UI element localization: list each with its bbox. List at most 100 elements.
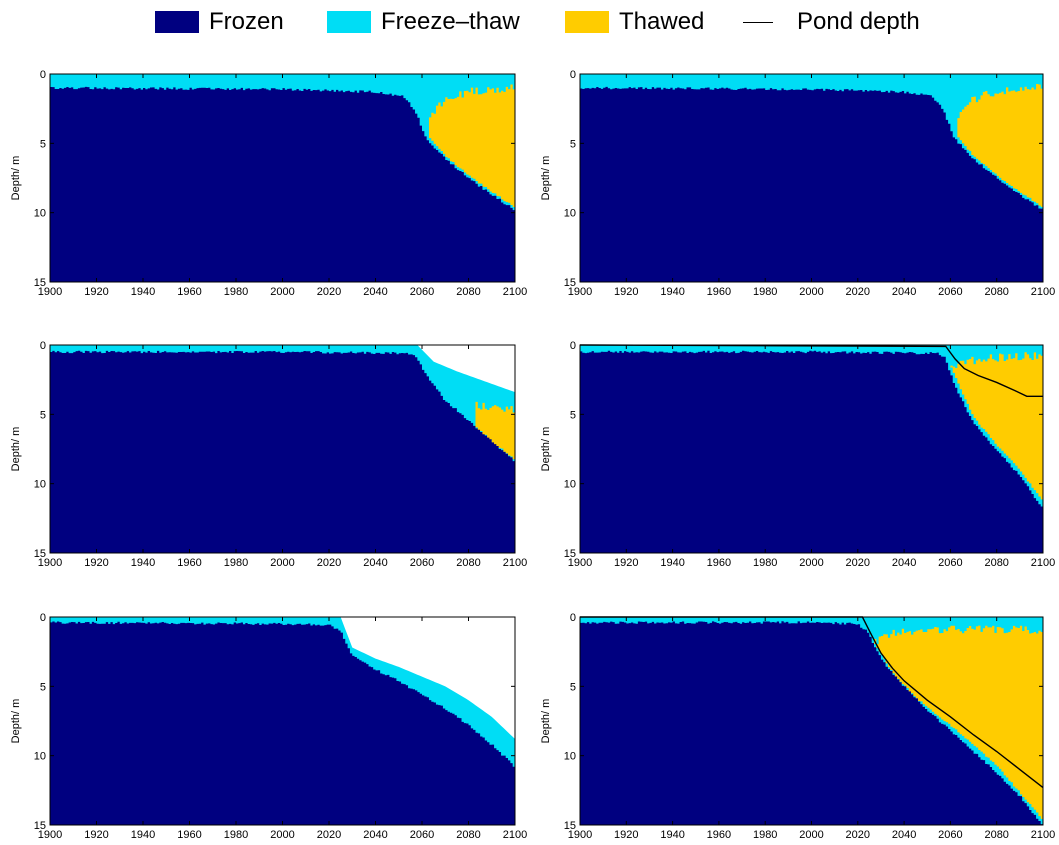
panel-5: 1900 1920 1940 1960 1980 2000 2020 2040 2060 2080… xyxy=(10,612,527,841)
panel-2: 1900 1920 1940 1960 1980 2000 2020 2040 2060 2080… xyxy=(540,69,1055,298)
y-tick-label: 10 xyxy=(564,751,576,763)
x-tick-label: 2020 xyxy=(317,829,341,841)
y-tick-label: 0 xyxy=(570,612,576,624)
frozen-area xyxy=(50,350,515,553)
x-tick-label: 1980 xyxy=(753,286,777,298)
y-axis-label: Depth/ m xyxy=(540,699,552,744)
x-tick-label: 2060 xyxy=(410,557,434,569)
x-tick-label: 2060 xyxy=(938,557,962,569)
x-tick-label: 1980 xyxy=(224,557,248,569)
y-tick-label: 0 xyxy=(570,340,576,352)
frozen-area xyxy=(580,86,1043,282)
thawed-area xyxy=(475,401,515,460)
unfrozen-gap-area xyxy=(50,617,515,740)
x-tick-label: 2040 xyxy=(363,286,387,298)
thawed-area xyxy=(874,625,1043,819)
x-tick-label: 1980 xyxy=(753,829,777,841)
y-tick-label: 0 xyxy=(40,612,46,624)
y-axis-label: Depth/ m xyxy=(10,427,22,472)
y-tick-label: 5 xyxy=(40,409,46,421)
pond-depth-line xyxy=(579,344,1043,398)
x-tick-label: 1960 xyxy=(707,557,731,569)
y-tick-label: 5 xyxy=(40,138,46,150)
legend-label-freeze-thaw: Freeze–thaw xyxy=(381,8,520,35)
x-tick-label: 1980 xyxy=(224,286,248,298)
x-tick-label: 1920 xyxy=(614,557,638,569)
y-tick-label: 15 xyxy=(34,548,46,560)
x-tick-label: 2040 xyxy=(363,557,387,569)
y-axis-label: Depth/ m xyxy=(540,427,552,472)
panel-1: 1900 1920 1940 1960 1980 2000 2020 2040 2060 2080… xyxy=(10,69,527,298)
x-tick-label: 1980 xyxy=(753,557,777,569)
x-tick-label: 1940 xyxy=(131,557,155,569)
y-tick-label: 5 xyxy=(570,681,576,693)
legend-line-pond-depth xyxy=(743,21,773,23)
x-tick-label: 2040 xyxy=(892,829,916,841)
x-tick-label: 2080 xyxy=(456,557,480,569)
x-tick-label: 2020 xyxy=(846,829,870,841)
legend-swatch-frozen xyxy=(155,11,199,33)
y-axis-label: Depth/ m xyxy=(10,156,22,201)
x-tick-label: 2100 xyxy=(503,557,527,569)
x-tick-label: 2080 xyxy=(456,829,480,841)
y-tick-label: 10 xyxy=(34,208,46,220)
y-axis-label: Depth/ m xyxy=(10,699,22,744)
x-tick-label: 2080 xyxy=(984,286,1008,298)
x-tick-label: 1980 xyxy=(224,829,248,841)
x-tick-label: 1940 xyxy=(660,557,684,569)
unfrozen-gap-area xyxy=(50,345,515,393)
y-tick-label: 5 xyxy=(40,681,46,693)
x-tick-label: 2000 xyxy=(270,829,294,841)
x-tick-label: 2100 xyxy=(503,286,527,298)
x-tick-label: 2020 xyxy=(846,286,870,298)
x-tick-label: 2080 xyxy=(456,286,480,298)
y-tick-label: 15 xyxy=(34,277,46,289)
x-tick-label: 2100 xyxy=(1031,557,1055,569)
frozen-area xyxy=(580,350,1043,553)
legend-item-frozen: Frozen xyxy=(155,8,284,35)
legend: Frozen Freeze–thaw Thawed Pond depth xyxy=(0,0,1059,44)
frozen-area xyxy=(50,621,515,825)
x-tick-label: 2000 xyxy=(270,557,294,569)
y-tick-label: 10 xyxy=(34,479,46,491)
x-tick-label: 1900 xyxy=(568,829,592,841)
thawed-area xyxy=(957,84,1043,207)
x-tick-label: 2000 xyxy=(799,557,823,569)
x-tick-label: 1900 xyxy=(568,557,592,569)
panel-6: 1900 1920 1940 1960 1980 2000 2020 2040 2060 2080… xyxy=(540,612,1055,841)
x-tick-label: 2100 xyxy=(503,829,527,841)
frozen-area xyxy=(580,621,1043,825)
x-tick-label: 2040 xyxy=(892,557,916,569)
x-tick-label: 2080 xyxy=(984,829,1008,841)
x-tick-label: 2040 xyxy=(892,286,916,298)
x-tick-label: 1920 xyxy=(84,286,108,298)
legend-label-thawed: Thawed xyxy=(619,8,705,35)
y-tick-label: 15 xyxy=(564,277,576,289)
x-tick-label: 1940 xyxy=(131,829,155,841)
y-tick-label: 15 xyxy=(564,548,576,560)
y-tick-label: 15 xyxy=(564,820,576,832)
x-tick-label: 1920 xyxy=(84,557,108,569)
x-tick-label: 1900 xyxy=(568,286,592,298)
x-tick-label: 2060 xyxy=(410,286,434,298)
y-tick-label: 5 xyxy=(570,138,576,150)
legend-item-freeze-thaw: Freeze–thaw xyxy=(327,8,520,35)
y-axis-label: Depth/ m xyxy=(540,156,552,201)
x-tick-label: 2000 xyxy=(799,829,823,841)
x-tick-label: 1960 xyxy=(707,286,731,298)
legend-swatch-freeze-thaw xyxy=(327,11,371,33)
legend-swatch-thawed xyxy=(565,11,609,33)
y-tick-label: 0 xyxy=(40,340,46,352)
legend-label-pond-depth: Pond depth xyxy=(797,8,920,35)
thawed-area xyxy=(950,352,1043,500)
x-tick-label: 1960 xyxy=(177,557,201,569)
x-tick-label: 2000 xyxy=(799,286,823,298)
x-tick-label: 1920 xyxy=(614,286,638,298)
x-tick-label: 2060 xyxy=(410,829,434,841)
x-tick-label: 2020 xyxy=(846,557,870,569)
y-tick-label: 0 xyxy=(570,69,576,81)
legend-item-thawed: Thawed xyxy=(565,8,705,35)
x-tick-label: 1940 xyxy=(131,286,155,298)
frozen-area xyxy=(50,86,515,282)
thawed-area xyxy=(428,84,515,208)
